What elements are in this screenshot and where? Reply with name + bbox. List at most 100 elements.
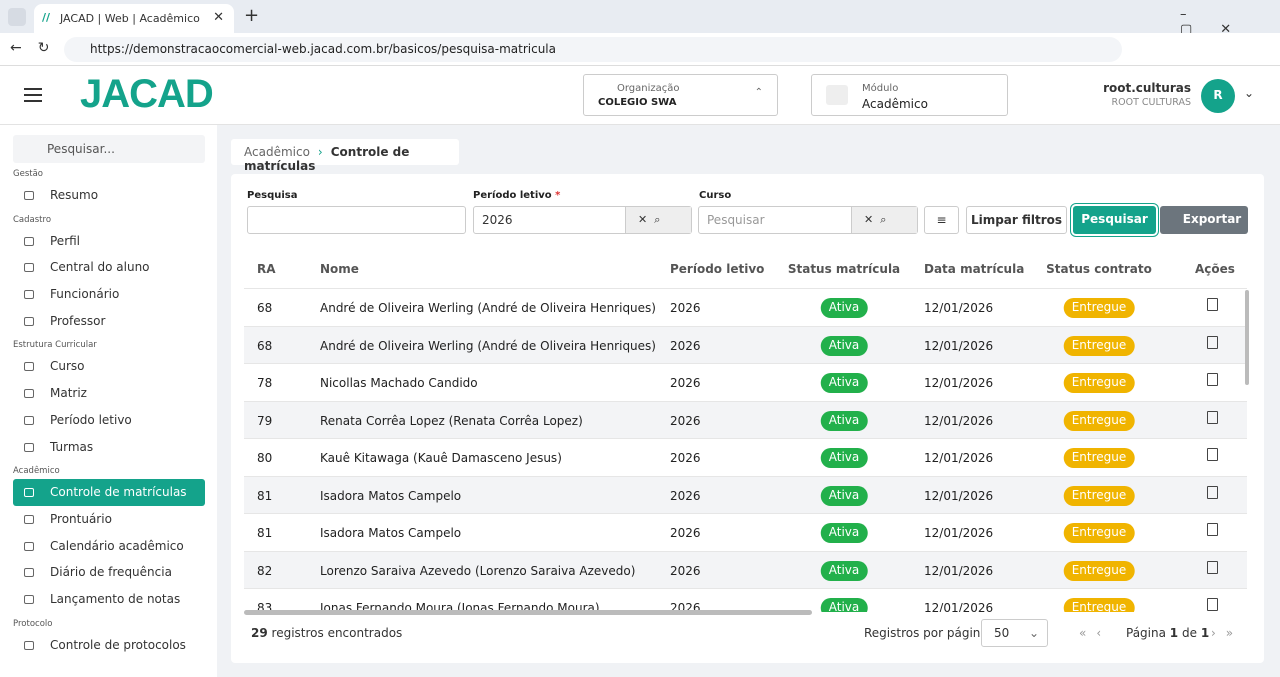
table-row: 68 André de Oliveira Werling (André de Ol…: [244, 325, 1247, 363]
sidebar-search[interactable]: Pesquisar...: [13, 135, 205, 163]
action-icon[interactable]: [1207, 560, 1218, 574]
tab-title: JACAD | Web | Acadêmico: [60, 12, 200, 25]
action-icon[interactable]: [1207, 410, 1218, 424]
cell: 78: [257, 376, 273, 390]
period-label: Período letivo: [473, 190, 552, 201]
filter-button[interactable]: ≡: [924, 206, 959, 234]
tab-menu[interactable]: [8, 8, 26, 26]
nav-label: Matriz: [50, 386, 87, 401]
nav-item[interactable]: Diário de frequência: [13, 559, 205, 586]
cell: 2026: [670, 526, 701, 540]
per-page-select[interactable]: 50 ⌄: [981, 619, 1048, 647]
status-badge: Ativa: [820, 560, 868, 581]
column-header: Status matrícula: [787, 262, 901, 276]
section-title: Cadastro: [13, 214, 52, 225]
cell: 2026: [670, 301, 701, 315]
section-title: Estrutura Curricular: [13, 340, 97, 351]
h-scrollbar[interactable]: [244, 610, 812, 615]
org-select[interactable]: Organização COLEGIO SWA ⌃: [583, 74, 778, 116]
cell: 12/01/2026: [924, 376, 994, 390]
nav-item[interactable]: Professor: [13, 308, 205, 335]
module-select[interactable]: Módulo Acadêmico: [811, 74, 1008, 116]
logo: JACAD: [80, 72, 214, 116]
page-next-last[interactable]: ›»: [1211, 626, 1244, 640]
count: 29: [251, 626, 268, 640]
cell: 68: [257, 338, 273, 353]
course-input[interactable]: Pesquisar ✕ ⌕: [698, 206, 918, 234]
org-label: Organização: [617, 83, 680, 94]
status-badge: Ativa: [820, 335, 868, 356]
url-field[interactable]: https://demonstracaocomercial-web.jacad.…: [64, 37, 1122, 62]
user-menu[interactable]: ⌄: [1244, 86, 1255, 100]
nav-item[interactable]: Curso: [13, 353, 205, 380]
action-icon[interactable]: [1207, 373, 1218, 386]
cell: 83: [257, 601, 273, 612]
cell: 2026: [670, 601, 701, 612]
section-title: Protocolo: [13, 618, 53, 629]
nav-item[interactable]: Perfil: [13, 228, 205, 255]
tab-close[interactable]: ✕: [213, 10, 224, 25]
filter-label: Período letivo *: [473, 190, 560, 201]
nav-label: Período letivo: [50, 412, 132, 427]
search-button[interactable]: Pesquisar: [1073, 206, 1156, 234]
crumb[interactable]: Acadêmico: [244, 145, 310, 159]
period-value: 2026: [482, 213, 513, 227]
nav-item[interactable]: Prontuário: [13, 506, 205, 533]
user-sub: ROOT CULTURAS: [1111, 97, 1191, 108]
status-badge: Entregue: [1063, 448, 1135, 468]
nav-item[interactable]: Lançamento de notas: [13, 586, 205, 613]
action-icon[interactable]: [1207, 448, 1218, 461]
action-icon[interactable]: [1207, 598, 1218, 611]
cell: Isadora Matos Campelo: [320, 488, 462, 503]
table-row: 78 Nicollas Machado Candido 2026 Ativa 12/01…: [244, 363, 1247, 401]
nav-item[interactable]: Período letivo: [13, 407, 205, 434]
nav-item[interactable]: Matriz: [13, 380, 205, 407]
action-icon[interactable]: [1207, 523, 1218, 536]
v-scrollbar[interactable]: [1245, 290, 1249, 385]
column-header: RA: [257, 262, 276, 276]
nav-item[interactable]: Central do aluno: [13, 254, 205, 281]
cell: 2026: [670, 338, 701, 353]
cell: 2026: [670, 451, 701, 465]
nav-icon: [24, 541, 34, 551]
cell: 12/01/2026: [924, 526, 994, 540]
nav-item[interactable]: Controle de protocolos: [13, 632, 205, 659]
section-title: Acadêmico: [13, 466, 60, 477]
action-icon[interactable]: [1207, 335, 1218, 349]
nav-item[interactable]: Funcionário: [13, 281, 205, 308]
column-header: Nome: [320, 262, 359, 276]
avatar[interactable]: R: [1201, 79, 1235, 113]
search-input[interactable]: [247, 206, 466, 234]
period-input[interactable]: 2026 ✕ ⌕: [473, 206, 692, 234]
nav-label: Turmas: [50, 439, 94, 454]
cell: 12/01/2026: [924, 338, 994, 353]
nav-icon: [24, 568, 34, 578]
page-first-prev[interactable]: «‹: [1079, 626, 1112, 640]
nav-icon: [24, 191, 34, 200]
nav-item[interactable]: Turmas: [13, 434, 205, 461]
filter-label: Pesquisa: [247, 190, 298, 201]
nav-item[interactable]: Controle de matrículas: [13, 479, 205, 506]
cell: 12/01/2026: [924, 601, 994, 612]
browser-tab[interactable]: JACAD | Web | Acadêmico // ✕: [34, 4, 234, 33]
nav-icon: [24, 415, 34, 425]
cell: 80: [257, 451, 273, 465]
nav-buttons[interactable]: ←↻: [10, 40, 66, 56]
menu-button[interactable]: [24, 88, 42, 102]
sidebar: Pesquisar... Gestão Resumo Cadastro Perfil C…: [0, 125, 217, 677]
new-tab[interactable]: +: [244, 5, 260, 26]
clear-button[interactable]: Limpar filtros: [966, 206, 1067, 234]
nav-label: Central do aluno: [50, 260, 150, 275]
action-icon[interactable]: [1207, 485, 1218, 499]
cell: André de Oliveira Werling (André de Oliv…: [320, 301, 656, 315]
export-button[interactable]: Exportar: [1160, 206, 1248, 234]
nav-item[interactable]: Calendário acadêmico: [13, 533, 205, 560]
column-header: Período letivo: [670, 262, 765, 276]
nav-item[interactable]: Resumo: [13, 182, 205, 209]
sidebar-search-text: Pesquisar...: [47, 142, 115, 156]
cell: Lorenzo Saraiva Azevedo (Lorenzo Saraiva…: [320, 563, 636, 578]
table-row: 81 Isadora Matos Campelo 2026 Ativa 12/01/20…: [244, 513, 1247, 551]
action-icon[interactable]: [1207, 298, 1218, 311]
nav-icon: [24, 290, 34, 300]
nav-icon: [24, 389, 34, 399]
